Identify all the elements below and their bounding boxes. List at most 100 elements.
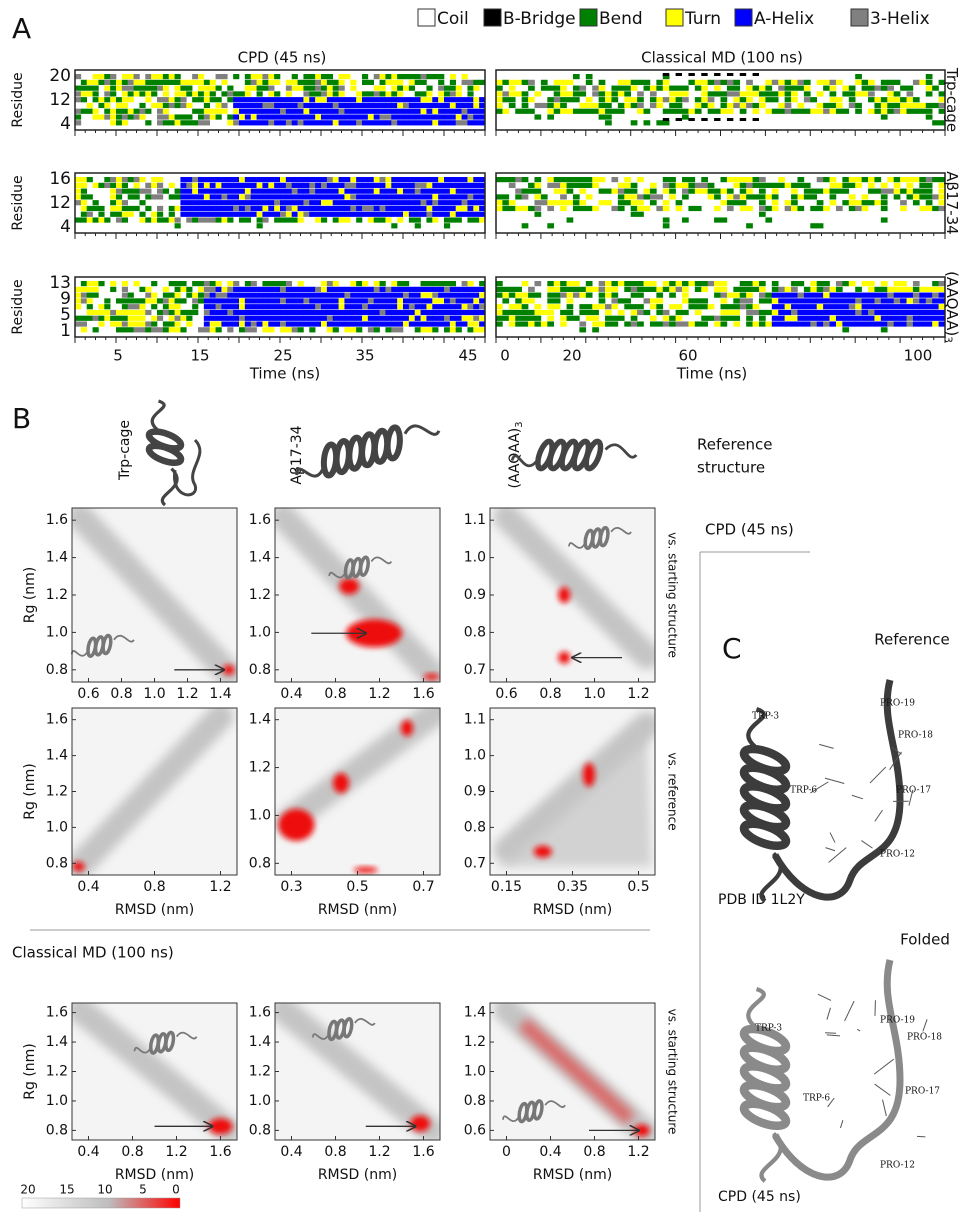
ss-cell <box>116 315 123 321</box>
ss-cell <box>479 182 486 188</box>
ss-cell <box>598 292 606 298</box>
x-axis-label: Time (ns) <box>249 365 321 383</box>
ss-cell <box>367 177 375 183</box>
ss-cell <box>326 97 334 103</box>
ss-cell <box>116 200 123 206</box>
ss-cell <box>203 188 211 194</box>
ss-cell <box>391 91 398 97</box>
ss-cell <box>239 102 246 109</box>
ss-cell <box>244 205 252 212</box>
ss-cell <box>116 102 123 109</box>
cartoon <box>328 555 393 580</box>
ss-cell <box>285 211 293 217</box>
heatmap <box>72 1003 237 1140</box>
ss-cell <box>373 327 380 333</box>
ss-cell <box>714 205 721 212</box>
ss-cell <box>771 108 779 114</box>
ss-cell <box>291 292 298 298</box>
y-tick-label: 1.0 <box>464 1064 486 1080</box>
ss-cell <box>227 309 234 316</box>
ss-cell <box>162 114 170 120</box>
ss-cell <box>906 177 914 183</box>
helix-turn <box>145 442 185 466</box>
ss-cell <box>127 298 134 304</box>
ss-cell <box>662 309 670 316</box>
ss-cell <box>256 188 263 194</box>
ss-cell <box>714 315 721 321</box>
ss-cell <box>669 85 676 91</box>
ss-cell <box>198 211 205 217</box>
ss-cell <box>778 91 785 97</box>
ss-cell <box>157 205 164 212</box>
ss-cell <box>467 182 474 188</box>
ss-cell <box>344 321 351 327</box>
ss-cell <box>598 281 606 287</box>
ss-cell <box>528 205 535 212</box>
ss-cell <box>791 108 798 114</box>
ss-cell <box>239 177 246 183</box>
helix-turn <box>739 819 791 851</box>
ss-cell <box>139 309 146 316</box>
y-tick-label: 1.2 <box>249 1064 271 1080</box>
ss-cell <box>379 177 386 183</box>
ss-cell <box>515 177 522 183</box>
side-chain <box>874 1083 891 1096</box>
ss-cell <box>912 188 920 194</box>
ss-cell <box>874 188 882 194</box>
ss-cell <box>880 315 888 321</box>
ss-cell <box>198 85 205 91</box>
ss-cell <box>656 102 664 109</box>
ss-cell <box>765 217 773 223</box>
ss-cell <box>746 194 753 200</box>
ss-cell <box>297 211 304 217</box>
ss-cell <box>861 194 869 200</box>
ss-cell <box>356 91 363 97</box>
ss-cell <box>215 108 222 114</box>
ss-cell <box>701 315 708 321</box>
ss-cell <box>385 321 392 327</box>
ss-cell <box>473 309 480 316</box>
ss-cell <box>912 292 920 298</box>
ss-cell <box>932 85 939 91</box>
ss-cell <box>215 304 222 310</box>
ss-cell <box>397 108 404 114</box>
ss-cell <box>379 120 386 126</box>
ss-cell <box>262 114 269 120</box>
ss-cell <box>829 108 837 114</box>
heatmap <box>493 508 655 669</box>
ss-cell <box>461 97 468 103</box>
ss-cell <box>344 177 351 183</box>
ss-cell <box>739 298 747 304</box>
ss-cell <box>893 194 901 200</box>
ss-cell <box>385 194 392 200</box>
ss-cell <box>662 286 670 292</box>
ss-cell <box>239 309 246 316</box>
ss-cell <box>444 120 451 126</box>
ss-cell <box>285 205 293 212</box>
ss-cell <box>420 79 427 85</box>
ss-cell <box>291 286 298 292</box>
ss-cell <box>726 194 734 200</box>
ss-cell <box>592 102 599 109</box>
ss-cell <box>420 304 427 310</box>
ss-cell <box>414 321 421 327</box>
heatmap <box>275 708 440 873</box>
ss-cell <box>408 292 416 298</box>
ss-cell <box>547 97 555 103</box>
ss-cell <box>624 79 631 85</box>
ss-cell <box>426 292 433 298</box>
density-peak <box>339 578 360 595</box>
ss-cell <box>426 177 433 183</box>
ss-cell <box>285 188 293 194</box>
ss-cell <box>75 114 82 120</box>
ss-cell <box>309 74 316 80</box>
ss-cell <box>291 102 298 109</box>
ss-cell <box>315 102 322 109</box>
ss-cell <box>280 292 287 298</box>
ss-cell <box>444 194 451 200</box>
ss-cell <box>669 286 676 292</box>
ss-cell <box>326 102 334 109</box>
ss-cell <box>192 79 199 85</box>
ss-cell <box>145 182 152 188</box>
ss-cell <box>139 102 146 109</box>
